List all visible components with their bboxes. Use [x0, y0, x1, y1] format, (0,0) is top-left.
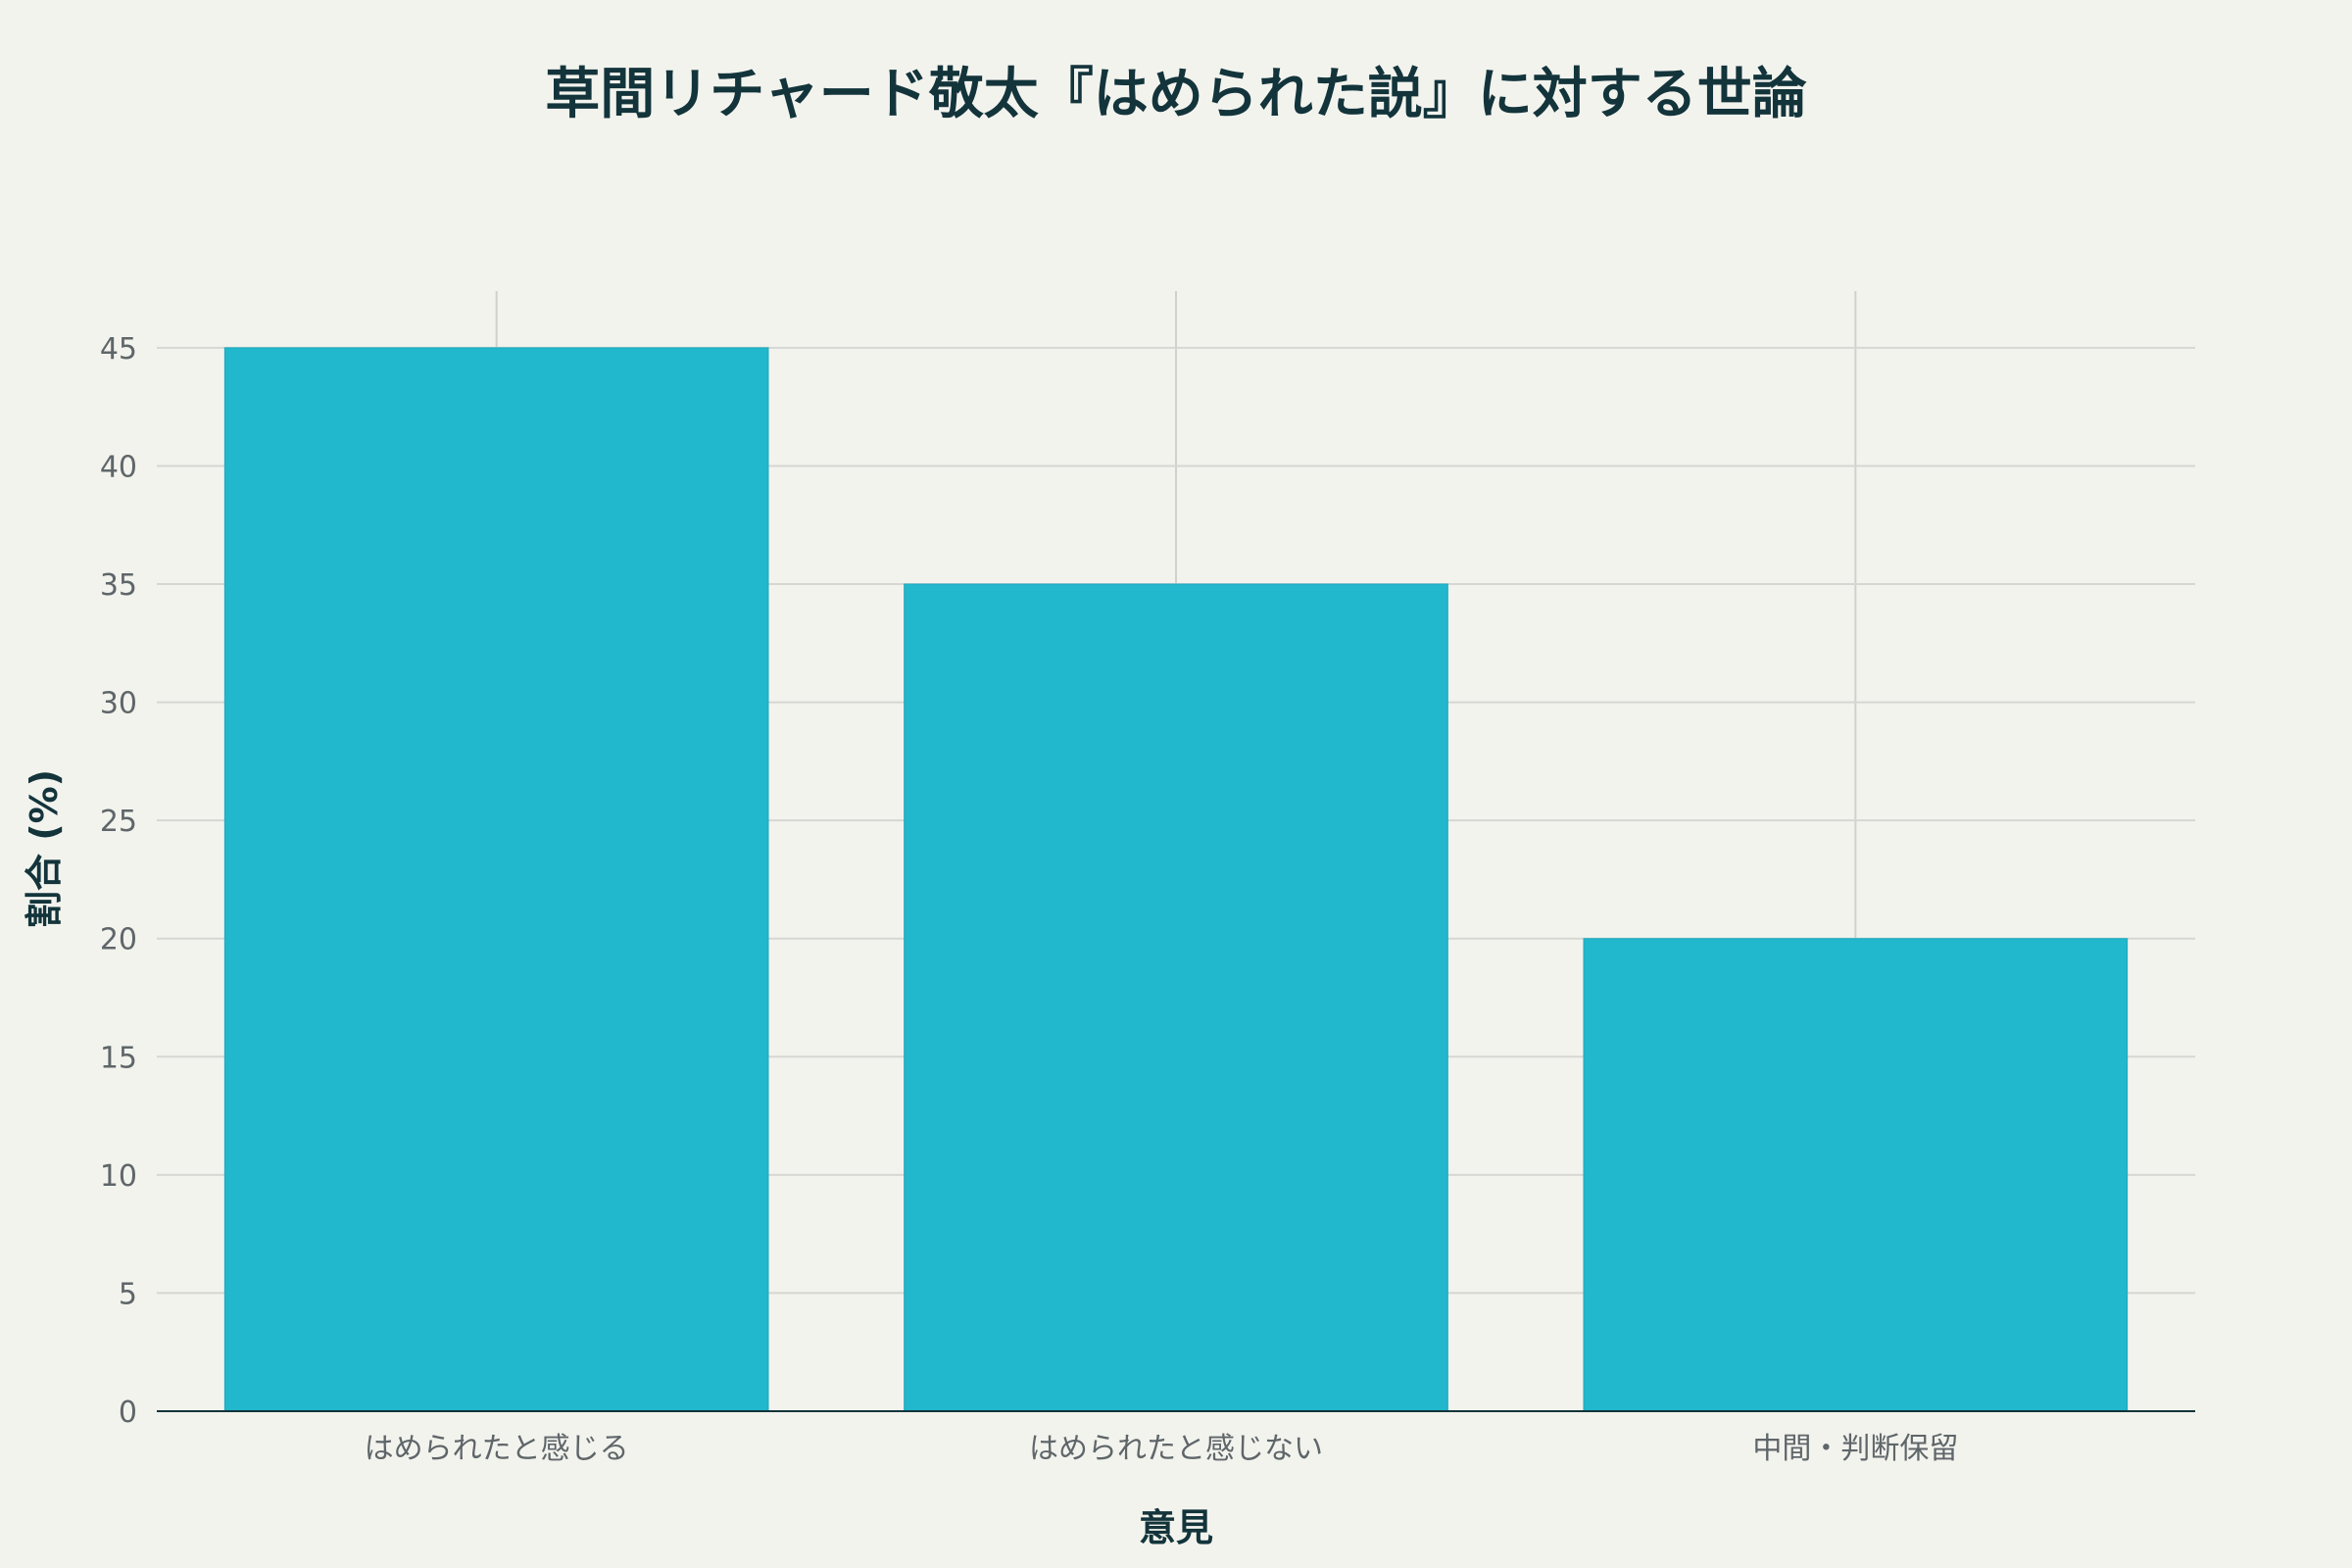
x-tick-labels: はめられたと感じる はめられたと感じない 中間・判断保留: [365, 1432, 1959, 1466]
bar: [904, 583, 1448, 1412]
y-tick-label: 25: [100, 805, 137, 839]
x-tick-label: はめられたと感じる: [365, 1432, 629, 1466]
y-tick-label: 10: [100, 1159, 137, 1194]
y-tick-label: 0: [119, 1396, 137, 1430]
y-tick-label: 35: [100, 568, 137, 603]
y-tick-label: 20: [100, 923, 137, 957]
bars: [223, 347, 2129, 1412]
y-tick-label: 15: [100, 1041, 137, 1075]
x-tick-label: 中間・判断保留: [1752, 1432, 1958, 1466]
x-axis-title: 意見: [1139, 1506, 1213, 1549]
y-tick-label: 40: [100, 450, 137, 484]
y-tick-label: 5: [119, 1277, 137, 1311]
y-tick-label: 30: [100, 687, 137, 721]
y-tick-labels: 0 5 10 15 20 25 30 35 40 45: [100, 332, 137, 1430]
bar: [1583, 938, 2129, 1412]
y-tick-label: 45: [100, 332, 137, 367]
y-axis-title: 割合 (%): [23, 769, 66, 928]
bar: [223, 347, 769, 1412]
chart-title: 草間リチャード敬太『はめられた説』に対する世論: [545, 63, 1806, 126]
x-tick-label: はめられたと感じない: [1029, 1432, 1323, 1466]
